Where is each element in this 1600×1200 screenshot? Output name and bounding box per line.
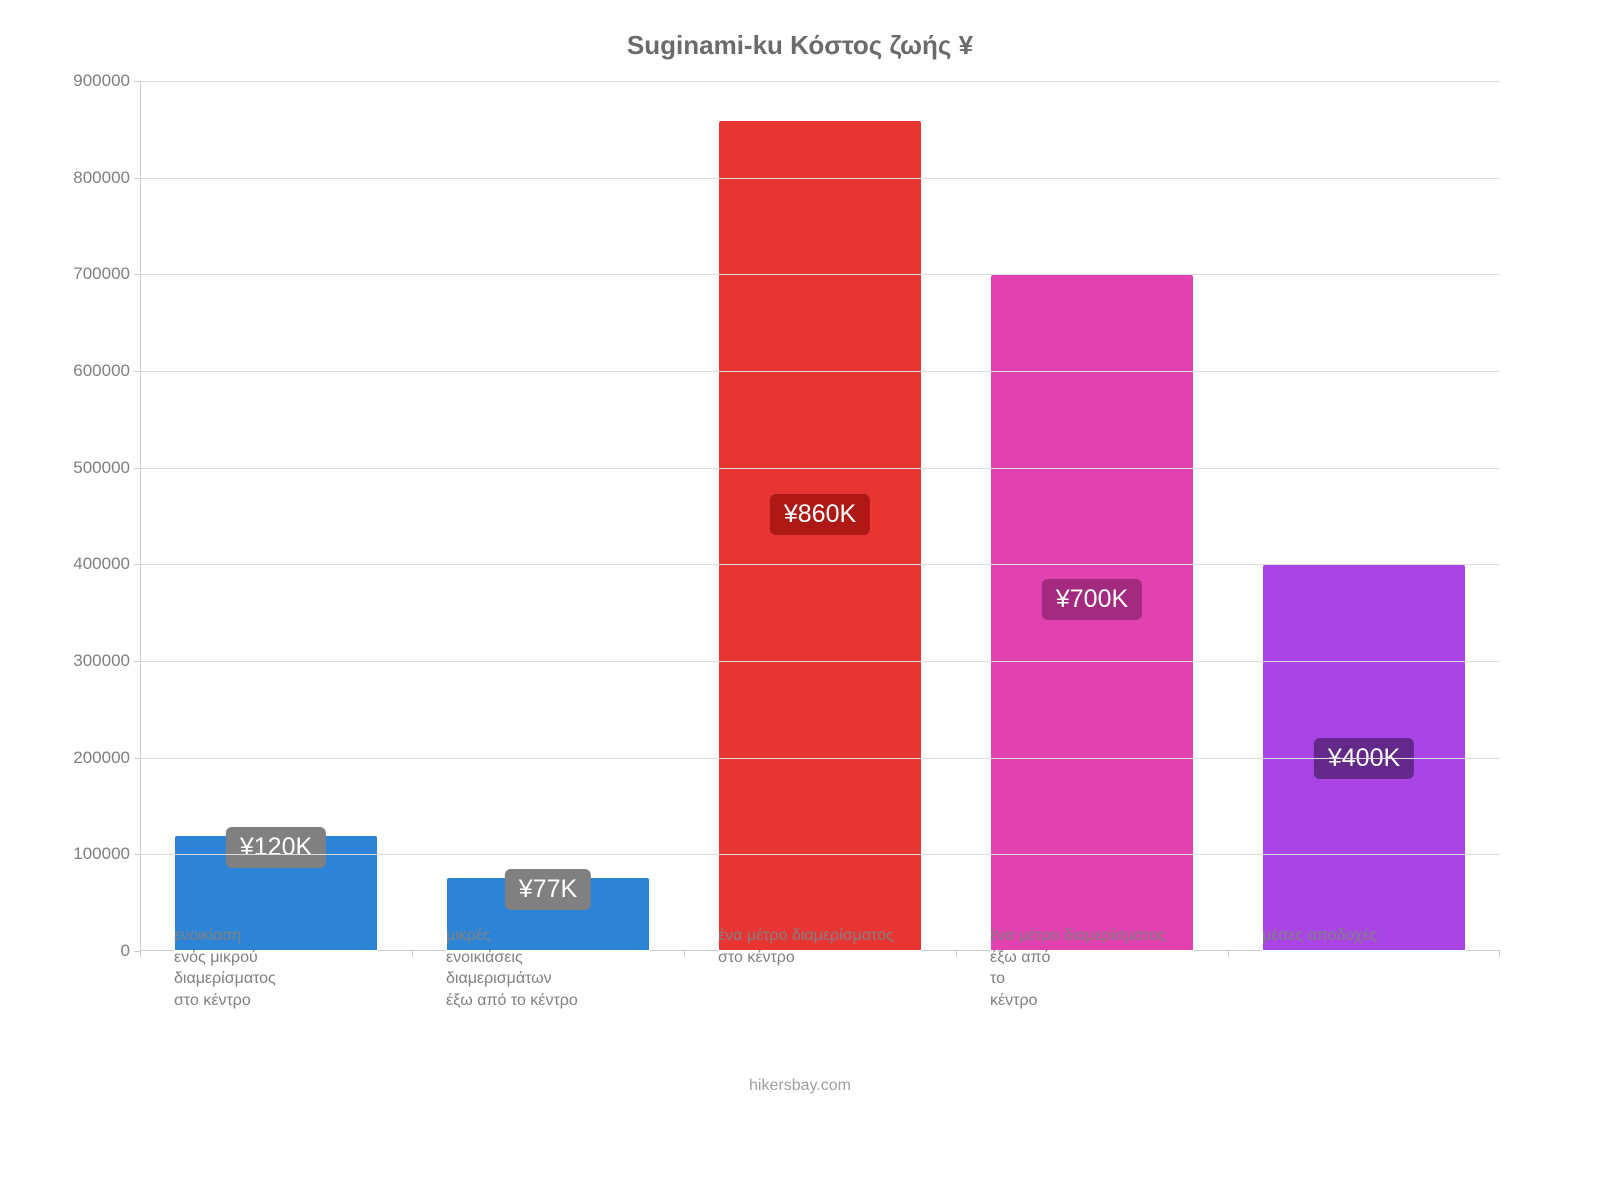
grid-line: [140, 468, 1500, 469]
y-tick-label: 100000: [50, 844, 130, 864]
bar-value-label: ¥400K: [1314, 738, 1414, 779]
y-tick-label: 600000: [50, 361, 130, 381]
x-category-label: μικρέςενοικιάσειςδιαμερισμάτωνέξω από το…: [446, 925, 690, 1011]
y-axis: 0100000200000300000400000500000600000700…: [50, 81, 130, 951]
attribution: hikersbay.com: [749, 1077, 851, 1095]
grid-line: [140, 854, 1500, 855]
y-tick-label: 200000: [50, 748, 130, 768]
bar-value-label: ¥700K: [1042, 579, 1142, 620]
y-tick-label: 900000: [50, 71, 130, 91]
bar-value-label: ¥77K: [505, 869, 591, 910]
y-tick-label: 700000: [50, 264, 130, 284]
grid-line: [140, 371, 1500, 372]
x-category-label: ένα μέτρο διαμερίσματοςστο κέντρο: [718, 925, 962, 968]
grid-line: [140, 564, 1500, 565]
bar-value-label: ¥860K: [770, 494, 870, 535]
x-labels: ενοικίασηενός μικρούδιαμερίσματοςστο κέν…: [140, 925, 1500, 1065]
grid-line: [140, 274, 1500, 275]
x-category-label: μέσες αποδοχές: [1262, 925, 1506, 947]
grid-line: [140, 81, 1500, 82]
y-tick-label: 500000: [50, 458, 130, 478]
y-tick-label: 400000: [50, 554, 130, 574]
x-category-label: ενοικίασηενός μικρούδιαμερίσματοςστο κέν…: [174, 925, 418, 1011]
bar-value-label: ¥120K: [226, 827, 326, 868]
bar: [718, 120, 922, 951]
grid-line: [140, 758, 1500, 759]
chart-title: Suginami-ku Κόστος ζωής ¥: [100, 30, 1500, 61]
bars-group: ¥120K ¥77K ¥860K ¥700K ¥400K: [140, 81, 1500, 951]
x-category-label: ένα μέτρο διαμερίσματοςέξω απότοκέντρο: [990, 925, 1234, 1011]
y-tick-label: 800000: [50, 168, 130, 188]
chart-container: Suginami-ku Κόστος ζωής ¥ 01000002000003…: [100, 30, 1500, 1130]
grid-line: [140, 178, 1500, 179]
y-tick-label: 300000: [50, 651, 130, 671]
y-tick-label: 0: [50, 941, 130, 961]
plot-area: 0100000200000300000400000500000600000700…: [140, 81, 1500, 951]
grid-line: [140, 661, 1500, 662]
